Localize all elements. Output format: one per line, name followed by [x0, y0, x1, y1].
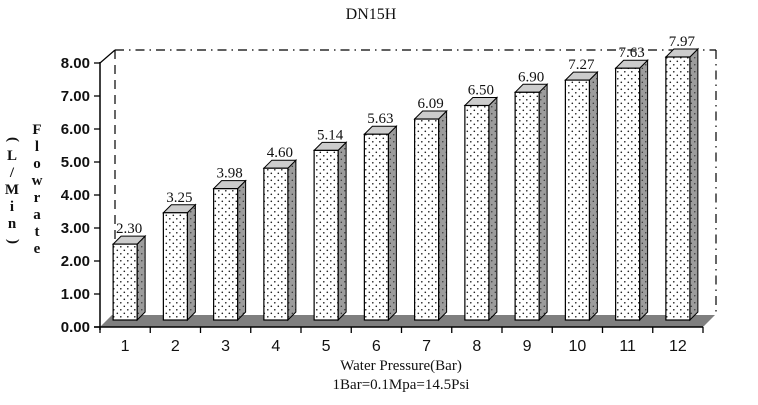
y-axis-label-char: o: [33, 156, 41, 172]
y-axis-label-char: M: [4, 182, 20, 198]
bar-side-face: [387, 125, 397, 322]
bar-value-label: 7.27: [568, 57, 595, 73]
bar-front-face: [665, 56, 691, 321]
bar-value-label: 5.14: [317, 127, 344, 143]
bar: 6.90: [513, 69, 549, 322]
y-axis-label-char: i: [9, 199, 15, 215]
bar: 3.25: [162, 190, 197, 322]
bar-front-face: [564, 79, 590, 321]
y-axis-label-char: r: [33, 190, 41, 206]
y-axis-label-char: a: [33, 207, 41, 223]
bar-value-label: 3.98: [217, 166, 243, 182]
bar: 5.14: [312, 127, 348, 322]
bar-value-label: 4.60: [267, 145, 293, 161]
x-tick-label: 8: [472, 338, 481, 355]
bar-front-face: [615, 67, 641, 321]
bar-value-label: 6.09: [418, 96, 444, 112]
y-axis-label-char: e: [33, 241, 41, 257]
bar-front-face: [162, 212, 188, 321]
bar-value-label: 7.97: [669, 34, 696, 50]
x-tick-label: 10: [568, 338, 586, 355]
y-axis-label-char: F: [32, 122, 42, 138]
bar-value-label: 6.50: [468, 83, 494, 99]
y-tick-label: 0.00: [61, 319, 90, 336]
bar-front-face: [514, 91, 540, 321]
y-tick-label: 2.00: [61, 253, 90, 270]
bar-side-face: [538, 83, 548, 322]
y-tick-label: 3.00: [61, 220, 90, 237]
y-tick-label: 8.00: [61, 55, 90, 72]
bar: 5.63: [363, 111, 398, 322]
bar-value-label: 5.63: [367, 111, 393, 127]
y-tick-label: 7.00: [61, 88, 90, 105]
x-tick-label: 6: [372, 338, 381, 355]
bar-side-face: [136, 234, 146, 322]
y-tick-label: 1.00: [61, 286, 90, 303]
bar: 7.97: [664, 34, 700, 322]
bar-front-face: [313, 149, 339, 321]
bar-side-face: [588, 70, 598, 322]
bar-front-face: [213, 188, 239, 321]
x-tick-label: 9: [523, 338, 532, 355]
x-tick-label: 1: [121, 338, 130, 355]
bar-front-face: [263, 167, 289, 321]
x-tick-label: 4: [271, 338, 280, 355]
x-axis-title: Water Pressure(Bar): [340, 358, 462, 374]
bar-front-face: [414, 118, 440, 321]
bar-side-face: [438, 109, 448, 322]
bar-front-face: [464, 104, 490, 321]
y-axis-label-char: l: [34, 139, 40, 155]
y-axis-label-char: n: [7, 216, 17, 232]
bar-side-face: [689, 47, 699, 322]
x-tick-label: 5: [322, 338, 331, 355]
chart-title: DN15H: [345, 6, 397, 23]
bar: 6.50: [463, 83, 499, 322]
bar: 6.09: [413, 96, 448, 322]
bar-side-face: [639, 59, 649, 322]
y-axis-label-char: t: [34, 224, 40, 240]
y-tick-label: 4.00: [61, 187, 90, 204]
bar-front-face: [112, 243, 138, 321]
x-tick-label: 7: [422, 338, 431, 355]
bar: 2.30: [111, 221, 147, 322]
y-tick-label: 6.00: [61, 121, 90, 138]
y-axis-label-char: L: [6, 148, 17, 164]
x-axis-note: 1Bar=0.1Mpa=14.5Psi: [332, 377, 470, 393]
bar: 4.60: [262, 145, 298, 322]
y-axis-label-char: w: [31, 173, 43, 189]
bar-side-face: [237, 179, 247, 322]
bar-side-face: [337, 141, 347, 322]
x-tick-label: 12: [669, 338, 687, 355]
x-tick-label: 3: [221, 338, 230, 355]
bar: 7.63: [614, 45, 649, 322]
y-tick-label: 5.00: [61, 154, 90, 171]
bar-value-label: 6.90: [518, 69, 544, 85]
bar-side-face: [186, 203, 196, 322]
bar-value-label: 2.30: [116, 221, 142, 237]
bar-side-face: [488, 96, 498, 322]
corner-diagonal: [99, 49, 116, 64]
bar-front-face: [363, 133, 389, 321]
bar: 7.27: [564, 57, 599, 322]
x-tick-label: 11: [619, 338, 636, 355]
x-tick-label: 2: [171, 338, 180, 355]
y-axis-label-char: /: [9, 165, 15, 181]
bar-side-face: [287, 158, 297, 322]
bar-value-label: 7.63: [619, 45, 645, 61]
bar: 3.98: [212, 166, 247, 322]
floor-3d: [100, 315, 715, 327]
bar-value-label: 3.25: [166, 190, 192, 206]
